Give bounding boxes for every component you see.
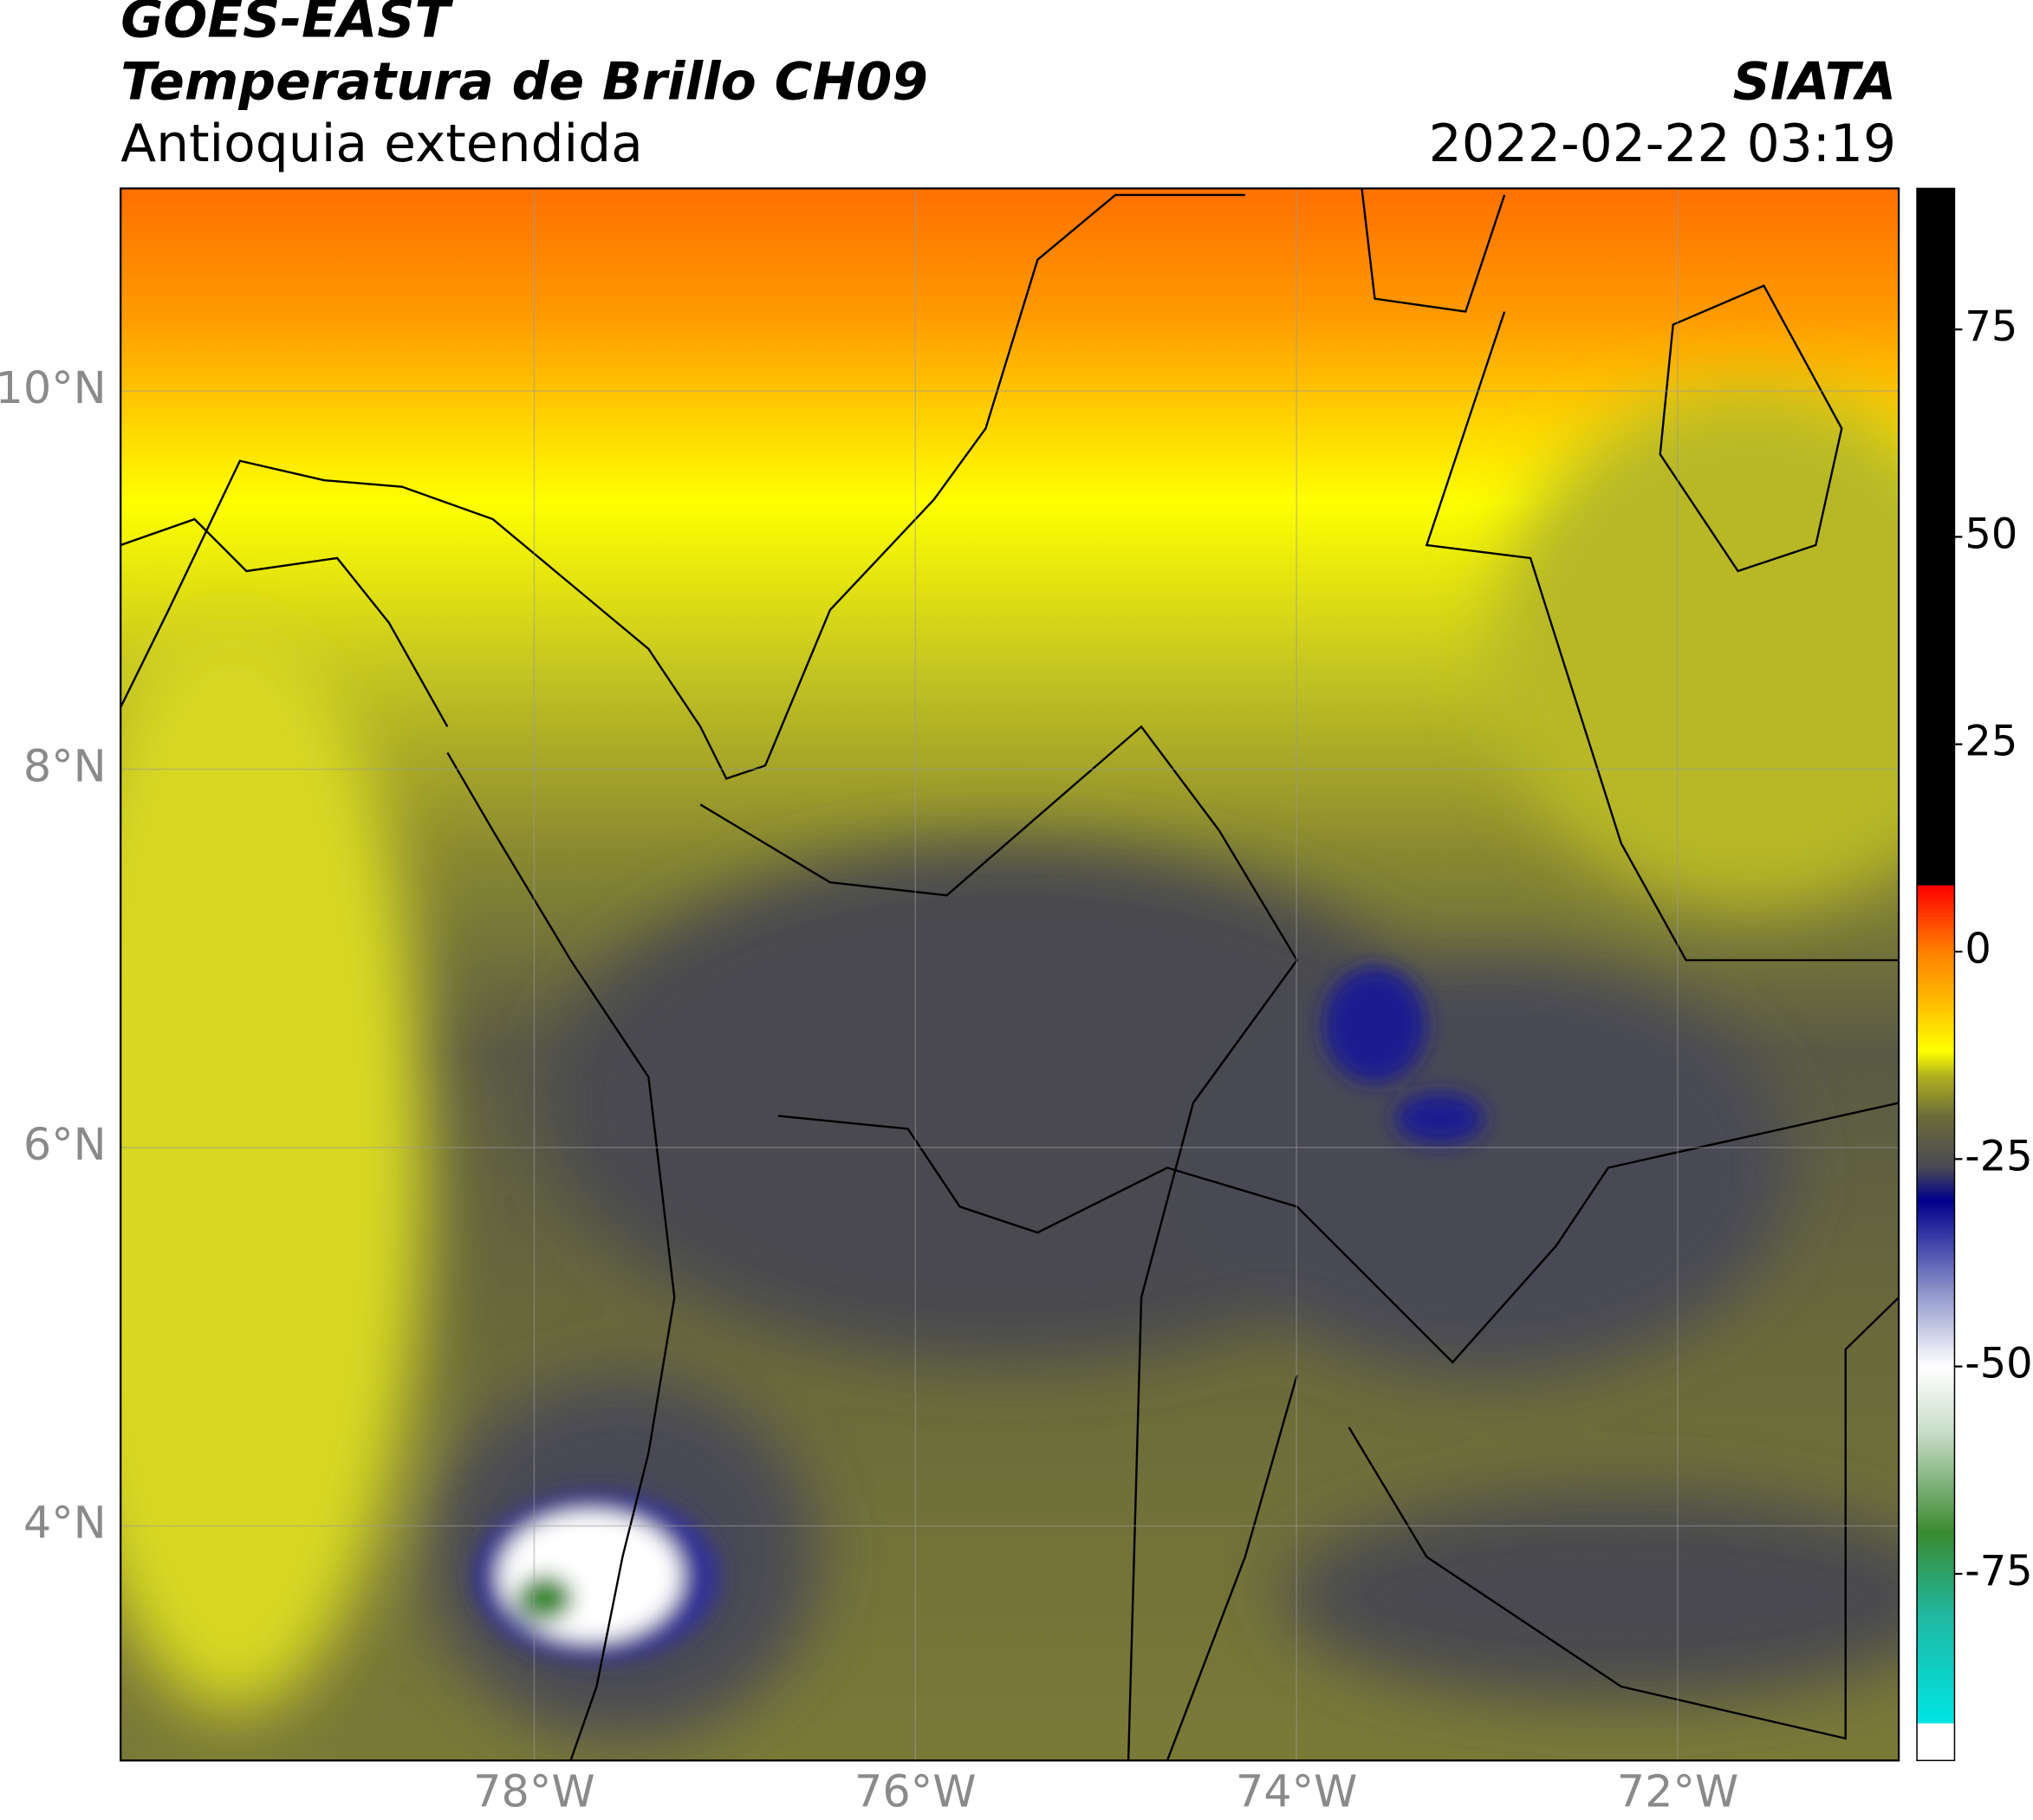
coastlines <box>120 188 1900 1761</box>
datetime: 2022-02-22 03:19 <box>1429 114 1896 174</box>
region: Antioquia extendida <box>120 114 643 174</box>
y-tick-label: 10°N <box>0 362 107 413</box>
y-tick-label: 4°N <box>23 1498 107 1549</box>
source: SIATA <box>1733 51 1896 112</box>
y-tick-label: 8°N <box>23 741 107 792</box>
colorbar-label: -50 <box>1965 1341 2032 1388</box>
colorbar-label: 0 <box>1965 926 1991 973</box>
y-tick-label: 6°N <box>23 1119 107 1170</box>
subtitle: Temperatura de Brillo CH09 <box>120 51 928 112</box>
map-field <box>120 188 1900 1761</box>
x-tick-label: 74°W <box>1236 1765 1357 1817</box>
colorbar-label: 75 <box>1965 303 2017 351</box>
map-frame <box>120 187 1900 1762</box>
colorbar <box>1916 187 1956 1762</box>
colorbar-label: -25 <box>1965 1133 2032 1180</box>
title: GOES-EAST <box>120 0 453 49</box>
x-tick-label: 76°W <box>854 1765 976 1817</box>
colorbar-label: 25 <box>1965 718 2017 766</box>
x-tick-label: 78°W <box>473 1765 594 1817</box>
colorbar-label: -75 <box>1965 1548 2032 1596</box>
x-tick-label: 72°W <box>1617 1765 1738 1817</box>
colorbar-label: 50 <box>1965 510 2017 558</box>
